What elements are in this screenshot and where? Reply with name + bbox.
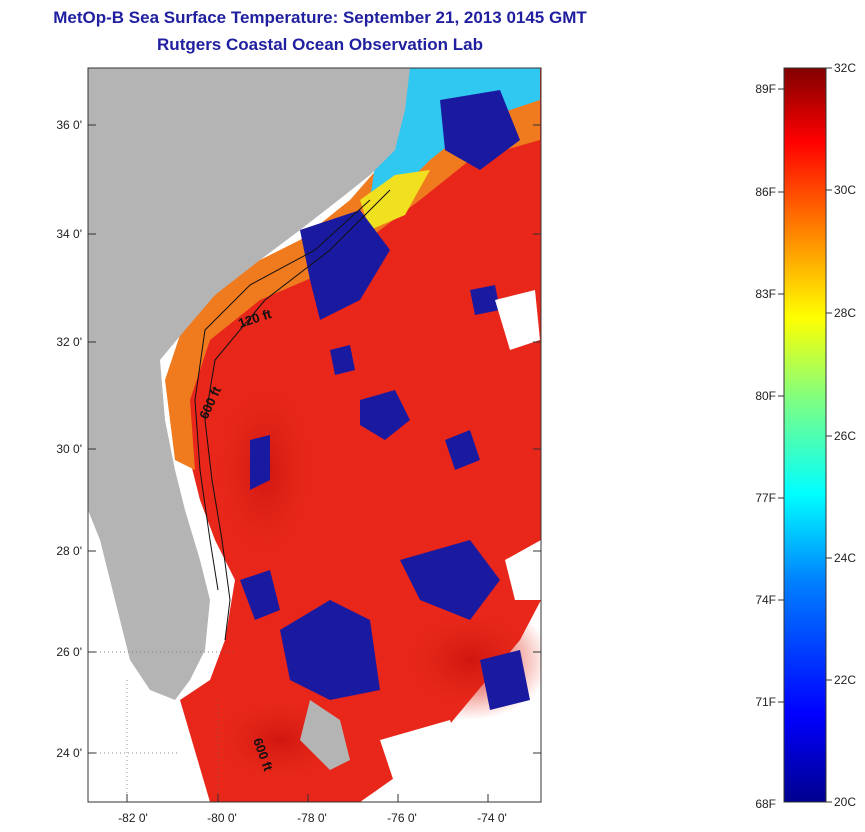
lat-label-30: 30 0' xyxy=(56,442,82,456)
colorbar-c-label-20: 20C xyxy=(834,795,856,809)
map-title: MetOp-B Sea Surface Temperature: Septemb… xyxy=(53,8,587,27)
colorbar-c-label-28: 28C xyxy=(834,306,856,320)
coastal-yellow-water xyxy=(360,170,430,230)
colorbar-f-label-83: 83F xyxy=(755,287,776,301)
map-frame xyxy=(87,67,542,803)
land-mass xyxy=(88,68,410,700)
lon-label-78: -78 0' xyxy=(297,811,327,825)
colorbar-f-label-68: 68F xyxy=(755,797,776,811)
lat-label-36: 36 0' xyxy=(56,118,82,132)
lon-label-80: -80 0' xyxy=(207,811,237,825)
colorbar-f-label-71: 71F xyxy=(755,695,776,709)
lon-label-82: -82 0' xyxy=(118,811,148,825)
lat-label-24: 24 0' xyxy=(56,746,82,760)
lon-label-74: -74 0' xyxy=(477,811,507,825)
colorbar-c-label-26: 26C xyxy=(834,429,856,443)
map-subtitle: Rutgers Coastal Ocean Observation Lab xyxy=(157,35,483,54)
colorbar-f-label-86: 86F xyxy=(755,185,776,199)
map-image-area xyxy=(88,68,541,802)
colorbar-c-label-30: 30C xyxy=(834,183,856,197)
colorbar-c-label-32: 32C xyxy=(834,61,856,75)
colorbar-f-label-77: 77F xyxy=(755,491,776,505)
lat-label-28: 28 0' xyxy=(56,544,82,558)
colorbar-c-label-22: 22C xyxy=(834,673,856,687)
bathymetry-contours xyxy=(194,189,391,641)
southern-land xyxy=(300,700,350,770)
cloud-mask xyxy=(240,90,530,710)
colorbar-f-label-80: 80F xyxy=(755,389,776,403)
nearshore-cool-band xyxy=(165,68,540,470)
colorbar-f-label-89: 89F xyxy=(755,82,776,96)
colorbar-c-label-24: 24C xyxy=(834,551,856,565)
lat-label-32: 32 0' xyxy=(56,335,82,349)
colorbar-f-label-74: 74F xyxy=(755,593,776,607)
graticule xyxy=(88,651,235,802)
lat-label-26: 26 0' xyxy=(56,645,82,659)
lat-label-34: 34 0' xyxy=(56,227,82,241)
lon-label-76: -76 0' xyxy=(387,811,417,825)
colorbar xyxy=(783,67,827,803)
